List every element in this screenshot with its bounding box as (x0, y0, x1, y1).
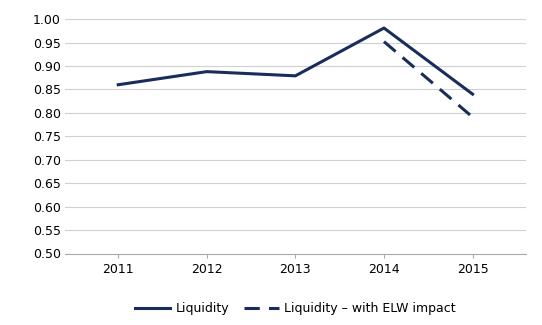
Legend: Liquidity, Liquidity – with ELW impact: Liquidity, Liquidity – with ELW impact (130, 297, 461, 320)
